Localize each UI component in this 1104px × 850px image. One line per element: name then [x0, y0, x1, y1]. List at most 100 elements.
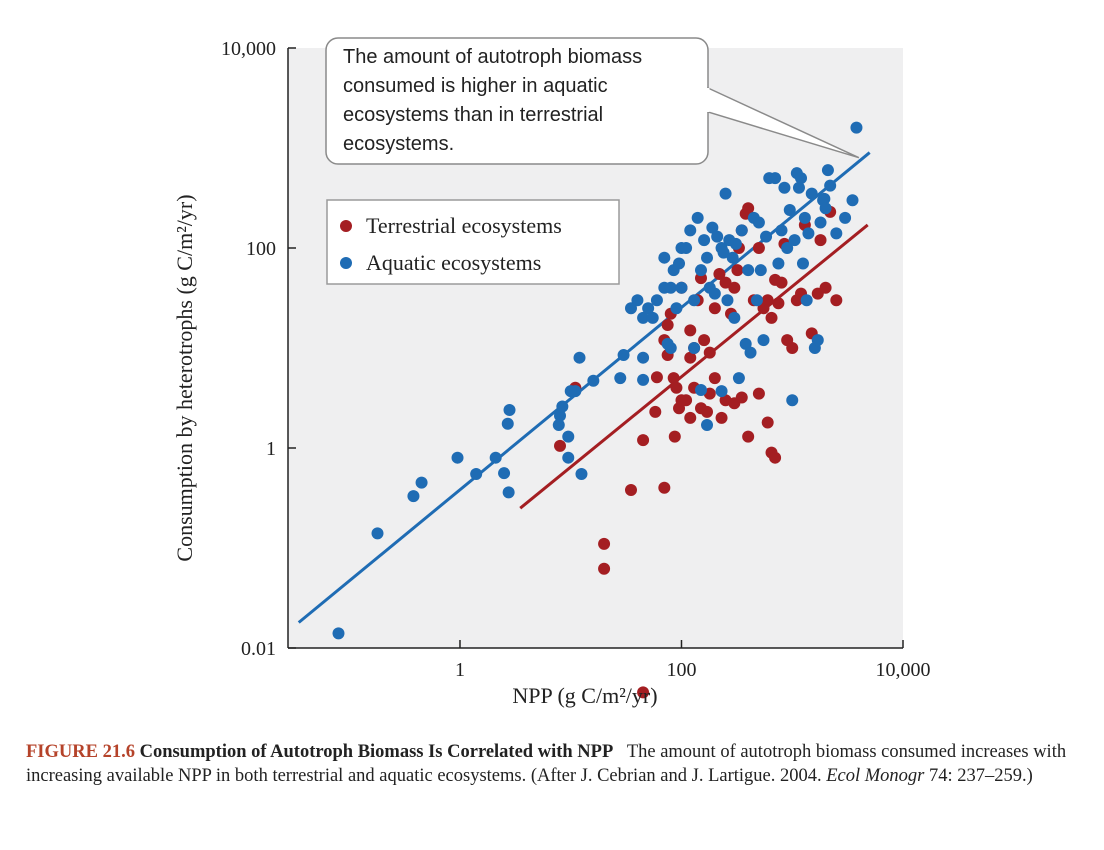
terrestrial-point-36 [684, 351, 697, 364]
x-axis-title: NPP (g C/m²/yr) [512, 683, 657, 708]
terrestrial-point-13 [667, 372, 680, 385]
caption-body: The amount of autotroph biomass consumed… [26, 742, 1067, 787]
terrestrial-point-14 [668, 430, 681, 443]
terrestrial-point-28 [735, 391, 748, 404]
terrestrial-point-60 [775, 276, 788, 289]
aquatic-point-101 [839, 211, 852, 224]
aquatic-point-0 [332, 627, 345, 640]
aquatic-point-55 [715, 385, 728, 398]
aquatic-point-53 [708, 287, 721, 300]
caption-figure-number: FIGURE 21.6 [26, 742, 135, 762]
terrestrial-point-72 [830, 294, 843, 307]
terrestrial-point-43 [708, 302, 721, 315]
terrestrial-point-25 [715, 411, 728, 424]
callout-line-1: The amount of autotroph biomass [343, 46, 642, 68]
aquatic-point-59 [721, 294, 734, 307]
terrestrial-point-11 [661, 318, 674, 331]
aquatic-point-52 [706, 221, 719, 234]
aquatic-point-9 [503, 403, 516, 416]
aquatic-point-7 [498, 467, 511, 480]
terrestrial-point-37 [684, 324, 697, 337]
aquatic-point-45 [691, 211, 704, 224]
aquatic-point-22 [617, 349, 630, 362]
aquatic-point-8 [501, 417, 514, 430]
fit-line-aquatic [297, 151, 871, 624]
terrestrial-point-0 [598, 537, 611, 550]
aquatic-point-50 [701, 418, 714, 431]
terrestrial-point-15 [670, 381, 683, 394]
terrestrial-point-44 [713, 267, 726, 280]
y-tick-label-2: 100 [246, 238, 276, 260]
legend-marker-terrestrial [340, 220, 352, 232]
y-tick-label-3: 10,000 [221, 38, 276, 60]
terrestrial-point-24 [708, 372, 721, 385]
aquatic-point-73 [757, 334, 770, 347]
terrestrial-point-29 [742, 430, 755, 443]
terrestrial-point-56 [761, 294, 774, 307]
aquatic-point-21 [614, 372, 627, 385]
aquatic-point-17 [569, 385, 582, 398]
aquatic-point-13 [556, 400, 569, 413]
aquatic-point-29 [646, 311, 659, 324]
aquatic-point-47 [694, 384, 707, 397]
aquatic-point-2 [407, 490, 420, 503]
aquatic-point-72 [754, 264, 767, 277]
aquatic-point-87 [796, 257, 809, 270]
aquatic-point-96 [818, 192, 831, 205]
terrestrial-point-42 [703, 346, 716, 359]
aquatic-point-41 [680, 242, 693, 254]
terrestrial-point-54 [752, 242, 765, 254]
aquatic-point-15 [562, 430, 575, 443]
aquatic-point-82 [786, 394, 799, 407]
terrestrial-point-69 [814, 234, 827, 247]
aquatic-point-48 [698, 234, 711, 247]
aquatic-point-99 [824, 179, 837, 192]
aquatic-point-100 [830, 227, 843, 240]
terrestrial-point-31 [761, 416, 774, 429]
aquatic-point-58 [719, 187, 732, 200]
aquatic-point-81 [783, 203, 796, 216]
aquatic-point-54 [711, 230, 724, 243]
terrestrial-point-9 [554, 439, 567, 452]
aquatic-point-89 [800, 294, 813, 307]
aquatic-point-86 [795, 172, 808, 185]
terrestrial-point-30 [752, 387, 765, 400]
aquatic-point-98 [821, 164, 834, 177]
aquatic-point-85 [792, 181, 805, 194]
terrestrial-point-59 [772, 297, 785, 310]
aquatic-point-79 [778, 181, 791, 194]
terrestrial-point-47 [728, 281, 741, 294]
aquatic-point-103 [850, 121, 863, 134]
x-tick-label-2: 10,000 [876, 659, 931, 681]
aquatic-point-32 [658, 251, 671, 264]
aquatic-point-74 [760, 230, 773, 243]
aquatic-point-34 [664, 281, 677, 294]
callout-line-2: consumed is higher in aquatic [343, 75, 608, 97]
aquatic-point-25 [637, 351, 650, 364]
terrestrial-point-1 [598, 562, 611, 575]
aquatic-point-43 [688, 294, 701, 307]
callout-line-4: ecosystems. [343, 133, 454, 155]
aquatic-point-27 [637, 311, 650, 324]
terrestrial-point-3 [624, 484, 637, 497]
terrestrial-point-7 [658, 481, 671, 494]
legend-label-terrestrial: Terrestrial ecosystems [366, 213, 562, 238]
aquatic-point-5 [470, 467, 483, 480]
legend-box [326, 199, 620, 285]
aquatic-point-80 [781, 242, 794, 254]
aquatic-point-6 [489, 451, 502, 464]
aquatic-point-44 [688, 342, 701, 354]
legend-label-aquatic: Aquatic ecosystems [366, 250, 541, 275]
caption-citation: 74: 237–259.) [924, 766, 1033, 787]
scatter-chart: 1 100 10,000 0.01 1 100 10,000 NPP (g C/m²/yr)… [172, 37, 931, 708]
legend-marker-aquatic [340, 257, 352, 269]
aquatic-point-1 [371, 527, 384, 540]
terrestrial-point-2 [637, 686, 650, 699]
aquatic-point-24 [631, 294, 644, 307]
aquatic-point-49 [701, 251, 714, 264]
caption-journal: Ecol Monogr [826, 766, 925, 787]
annotation-callout: The amount of autotroph biomass consumed… [325, 37, 860, 165]
aquatic-point-64 [732, 372, 745, 385]
aquatic-point-70 [750, 294, 763, 307]
y-tick-label-0: 0.01 [241, 638, 276, 660]
